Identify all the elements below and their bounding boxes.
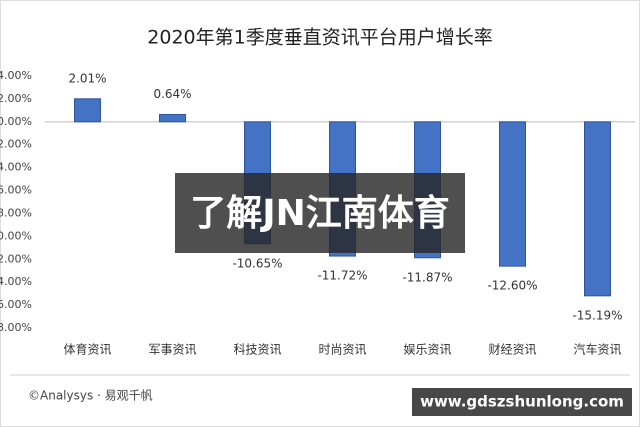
y-tick-label: -6.00% (0, 184, 32, 197)
overlay-banner (175, 173, 465, 253)
overlay-title: 了解JN江南体育 (190, 193, 450, 234)
y-tick-label: -10.00% (0, 229, 32, 242)
y-tick-label: -16.00% (0, 298, 32, 311)
value-label: -12.60% (487, 279, 537, 293)
source: ©Analysys · 易观千帆 (28, 388, 153, 403)
value-label: -11.87% (402, 270, 452, 284)
bar (499, 121, 526, 267)
y-tick-label: -4.00% (0, 161, 32, 174)
y-tick-label: 4.00% (0, 69, 32, 82)
value-label: 0.64% (153, 87, 191, 101)
x-tick-label: 娱乐资讯 (403, 343, 451, 357)
x-tick-label: 财经资讯 (488, 343, 536, 357)
url-text: www.gdszshunlong.com (420, 393, 624, 411)
x-tick-label: 军事资讯 (148, 343, 196, 357)
bar (74, 98, 101, 123)
value-label: 2.01% (68, 71, 106, 85)
y-tick-label: -2.00% (0, 138, 32, 151)
url-banner (412, 388, 632, 416)
y-tick-label: -12.00% (0, 252, 32, 265)
bar (159, 113, 186, 123)
y-tick-label: -14.00% (0, 275, 32, 288)
value-label: -15.19% (572, 308, 622, 322)
x-tick-label: 时尚资讯 (318, 343, 366, 357)
bar (584, 121, 611, 297)
value-label: -11.72% (317, 269, 367, 283)
x-tick-label: 汽车资讯 (573, 342, 621, 357)
value-label: -10.65% (232, 256, 282, 270)
x-tick-label: 体育资讯 (63, 342, 111, 357)
chart-title: 2020年第1季度垂直资讯平台用户增长率 (147, 27, 492, 49)
y-tick-label: -18.00% (0, 321, 32, 334)
x-tick-label: 科技资讯 (233, 343, 281, 357)
y-tick-label: 2.00% (0, 92, 32, 105)
y-tick-label: -8.00% (0, 206, 32, 219)
y-tick-label: 0.00% (0, 115, 32, 128)
